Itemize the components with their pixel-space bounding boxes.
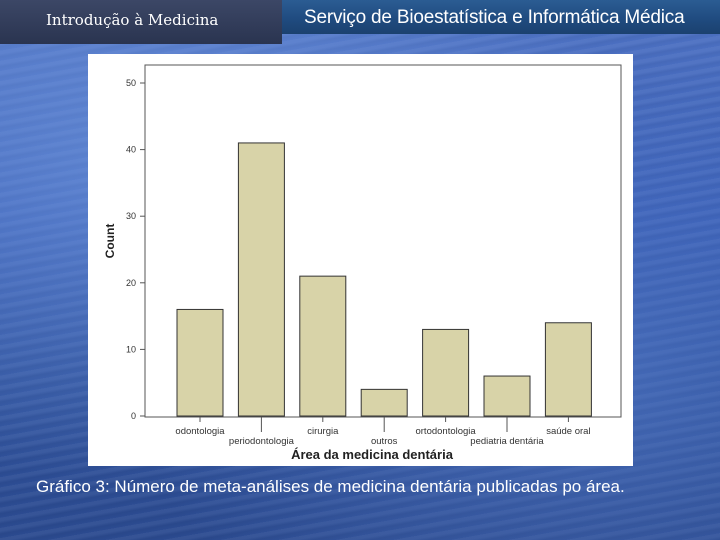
y-tick-label: 10 — [126, 344, 136, 354]
y-tick-label: 40 — [126, 145, 136, 155]
bar-6 — [544, 322, 592, 417]
bar-3 — [360, 388, 408, 417]
y-tick-label: 50 — [126, 78, 136, 88]
bar-0 — [176, 308, 224, 417]
plot-frame — [144, 64, 622, 418]
x-tick-labels: odontologia periodontologia cirurgia outros… — [175, 417, 591, 447]
bar-5 — [483, 375, 531, 417]
x-tick-label: saúde oral — [546, 426, 590, 437]
x-tick-label: pediatria dentária — [470, 436, 544, 447]
figure-caption: Gráfico 3: Número de meta-análises de me… — [36, 477, 625, 496]
bars-group — [176, 142, 592, 417]
chart-panel: 0 10 20 30 40 50 odontologia periodontologia ci… — [88, 54, 633, 466]
x-tick-label: cirurgia — [307, 426, 339, 437]
y-tick-label: 0 — [131, 411, 136, 421]
x-axis-label: Área da medicina dentária — [291, 447, 454, 462]
x-tick-label: periodontologia — [229, 436, 295, 447]
x-tick-label: odontologia — [175, 426, 225, 437]
x-tick-label: ortodontologia — [415, 426, 476, 437]
x-tick-label: outros — [371, 436, 398, 447]
y-tick-label: 20 — [126, 278, 136, 288]
department-banner: Serviço de Bioestatística e Informática … — [282, 0, 720, 34]
bar-chart: 0 10 20 30 40 50 odontologia periodontologia ci… — [103, 64, 622, 462]
bar-2 — [299, 275, 347, 417]
bar-1 — [237, 142, 285, 417]
y-axis: 0 10 20 30 40 50 — [126, 78, 145, 421]
y-axis-label: Count — [103, 224, 117, 259]
bar-4 — [422, 328, 470, 417]
presentation-title: Introdução à Medicina — [0, 0, 282, 44]
y-tick-label: 30 — [126, 211, 136, 221]
